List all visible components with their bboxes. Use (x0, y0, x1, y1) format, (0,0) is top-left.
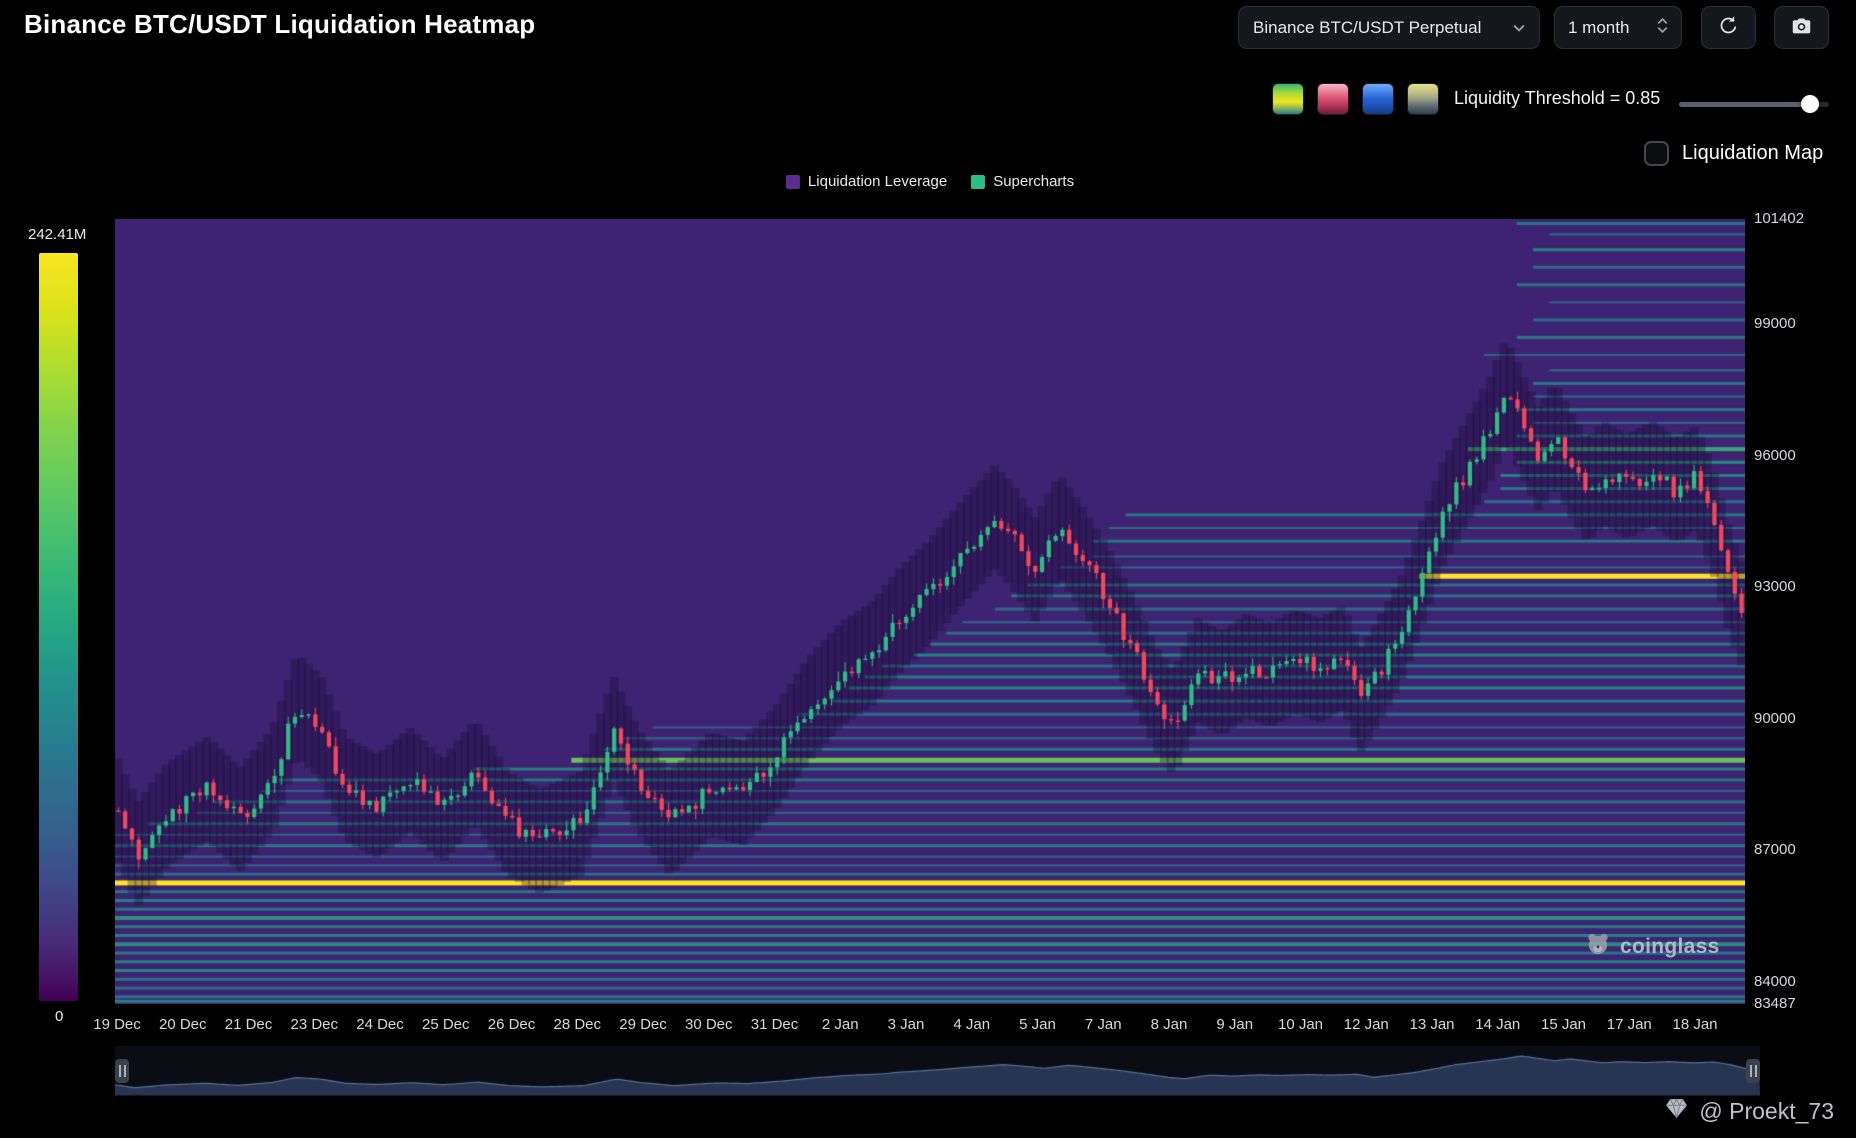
x-axis-label: 7 Jan (1084, 1016, 1122, 1033)
colormap-blues-button[interactable] (1362, 83, 1394, 115)
x-axis-label: 14 Jan (1475, 1016, 1521, 1033)
colormap-viridis-button[interactable] (1272, 83, 1304, 115)
colorbar-min-label: 0 (55, 1008, 64, 1025)
x-axis-label: 19 Dec (93, 1016, 141, 1033)
y-axis-label: 87000 (1754, 841, 1796, 859)
coinglass-watermark: coinglass (1585, 931, 1720, 963)
liquidation-map-label: Liquidation Map (1682, 142, 1824, 164)
x-axis-label: 2 Jan (821, 1016, 859, 1033)
x-axis-label: 25 Dec (421, 1016, 470, 1033)
x-axis-label: 21 Dec (224, 1016, 273, 1033)
colormap-swatches (1272, 83, 1439, 115)
y-axis-label: 90000 (1754, 709, 1796, 727)
x-axis-label: 4 Jan (953, 1016, 991, 1033)
legend-swatch-green (971, 174, 986, 189)
legend-swatch-purple (785, 174, 800, 189)
y-axis-label: 99000 (1754, 315, 1796, 333)
y-axis-label: 93000 (1754, 578, 1796, 596)
heatmap-canvas[interactable] (115, 219, 1745, 1004)
liquidity-threshold-slider[interactable] (1679, 95, 1829, 113)
stepper-icon (1657, 17, 1668, 39)
chevron-down-icon (1513, 20, 1525, 35)
navigator-canvas[interactable] (115, 1046, 1760, 1096)
gem-icon (1664, 1096, 1689, 1127)
x-axis-label: 24 Dec (356, 1016, 404, 1033)
footer-credit: @ Proekt_73 (1664, 1096, 1834, 1127)
x-axis-label: 15 Jan (1540, 1016, 1587, 1033)
camera-icon (1791, 15, 1812, 41)
colormap-reds-button[interactable] (1317, 83, 1349, 115)
x-axis-label: 5 Jan (1019, 1016, 1056, 1033)
y-axis-label: 83487 (1754, 995, 1796, 1012)
x-axis-label: 30 Dec (684, 1016, 733, 1033)
colorbar (39, 253, 78, 1001)
legend-label: Supercharts (993, 173, 1075, 190)
chart-legend: Liquidation Leverage Supercharts (785, 173, 1074, 190)
legend-item-supercharts[interactable]: Supercharts (971, 173, 1074, 190)
range-navigator[interactable] (115, 1046, 1760, 1096)
slider-thumb[interactable] (1800, 95, 1819, 113)
x-axis-label: 29 Dec (619, 1016, 667, 1033)
x-axis-label: 20 Dec (158, 1016, 207, 1033)
timeframe-select[interactable]: 1 month (1554, 6, 1682, 49)
y-axis-label: 84000 (1754, 972, 1796, 990)
pair-select[interactable]: Binance BTC/USDT Perpetual (1238, 6, 1540, 49)
x-axis-label: 28 Dec (553, 1016, 602, 1033)
refresh-icon (1718, 15, 1739, 41)
coinglass-text: coinglass (1620, 935, 1720, 958)
navigator-right-handle[interactable] (1746, 1059, 1760, 1083)
y-axis-label: 96000 (1754, 446, 1796, 464)
x-axis-label: 31 Dec (750, 1016, 799, 1033)
pair-select-value: Binance BTC/USDT Perpetual (1253, 17, 1482, 37)
footer-handle: @ Proekt_73 (1699, 1098, 1834, 1124)
x-axis-label: 26 Dec (487, 1016, 536, 1033)
page-title: Binance BTC/USDT Liquidation Heatmap (24, 9, 536, 39)
navigator-left-handle[interactable] (115, 1059, 129, 1083)
coinglass-bear-icon (1585, 931, 1611, 963)
x-axis-label: 10 Jan (1277, 1016, 1324, 1033)
x-axis-label: 23 Dec (290, 1016, 339, 1033)
x-axis-label: 9 Jan (1216, 1016, 1254, 1033)
slider-fill (1679, 102, 1810, 107)
x-axis-label: 18 Jan (1672, 1016, 1718, 1033)
legend-item-liquidation-leverage[interactable]: Liquidation Leverage (785, 173, 948, 190)
x-axis-label: 12 Jan (1343, 1016, 1389, 1033)
colormap-cividis-button[interactable] (1407, 83, 1439, 115)
refresh-button[interactable] (1701, 6, 1756, 49)
x-axis-label: 3 Jan (887, 1016, 925, 1033)
camera-button[interactable] (1774, 6, 1829, 49)
liquidity-threshold-label: Liquidity Threshold = 0.85 (1454, 88, 1661, 108)
timeframe-value: 1 month (1568, 17, 1630, 37)
x-axis-label: 13 Jan (1409, 1016, 1455, 1033)
x-axis-label: 17 Jan (1606, 1016, 1652, 1033)
colorbar-max-label: 242.41M (28, 226, 87, 243)
y-axis-label: 101402 (1754, 210, 1805, 227)
liquidation-map-checkbox[interactable] (1644, 141, 1669, 166)
legend-label: Liquidation Leverage (807, 173, 948, 190)
liquidation-heatmap-chart[interactable]: coinglass (115, 219, 1745, 1004)
x-axis-label: 8 Jan (1150, 1016, 1188, 1033)
